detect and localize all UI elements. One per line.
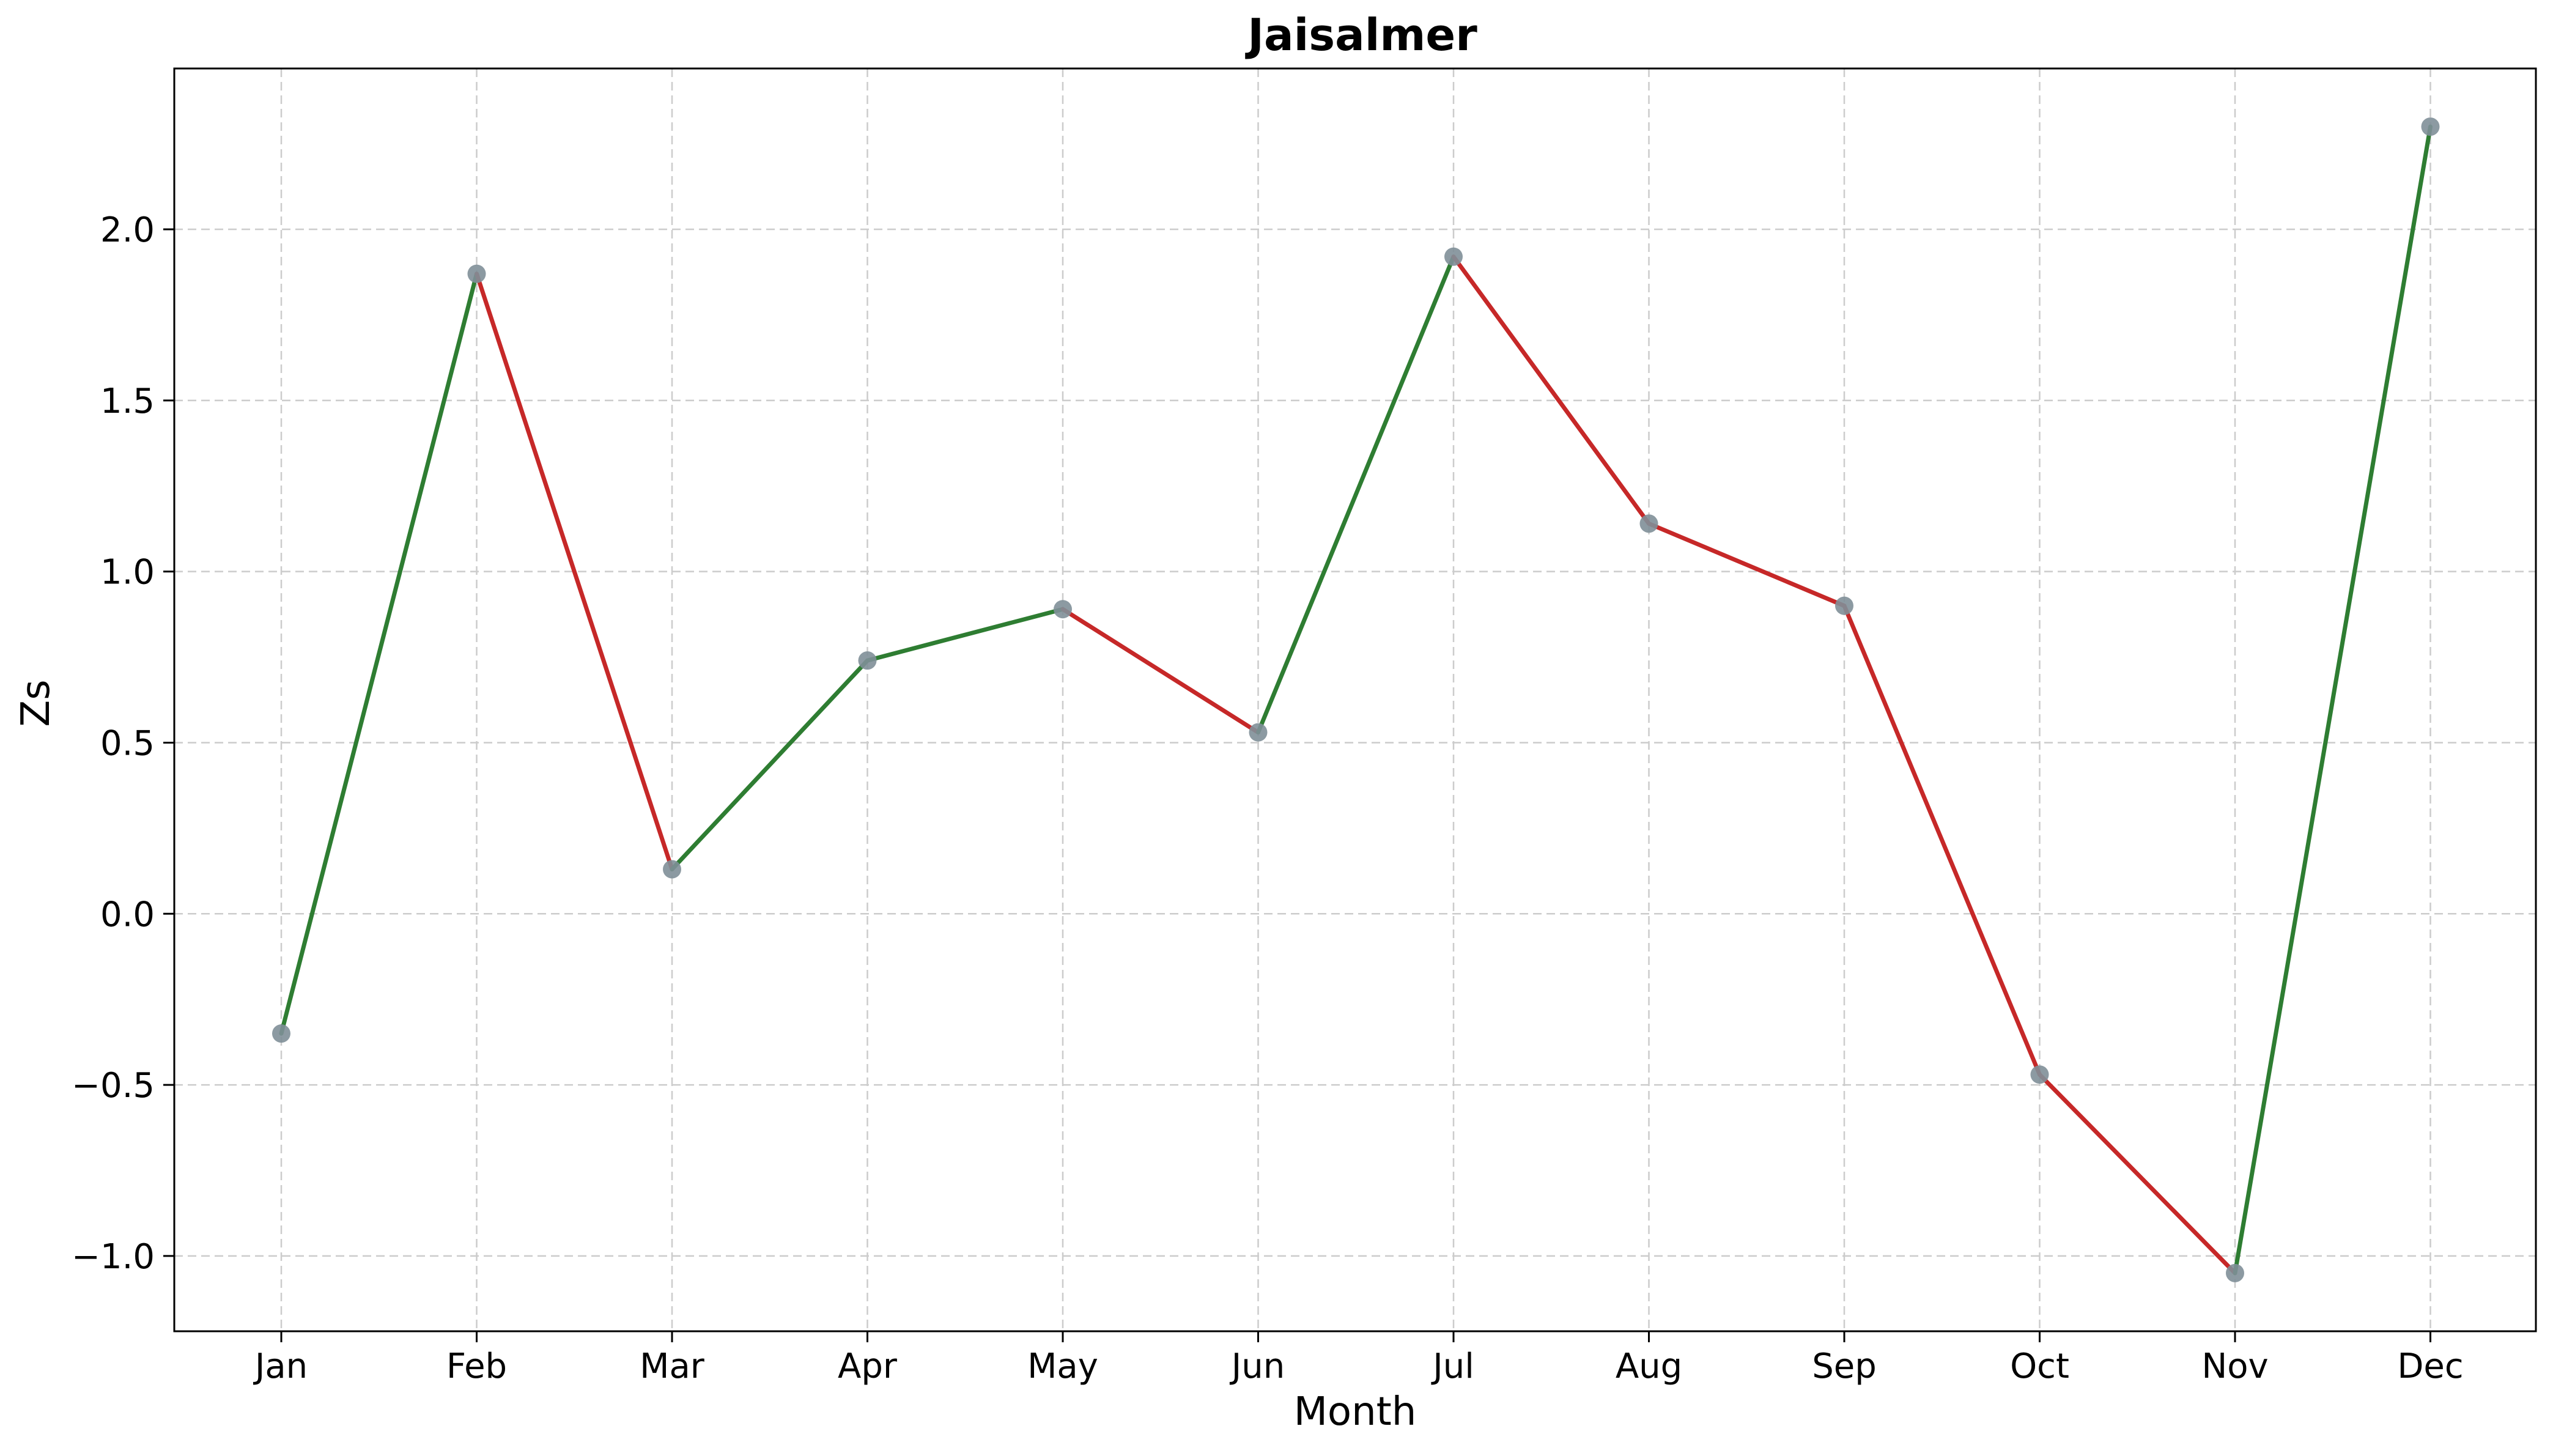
plot-frame: [173, 67, 2537, 1332]
data-point: [467, 264, 486, 283]
series-lines: [279, 124, 2433, 1276]
x-tick-label: Aug: [1616, 1347, 1682, 1386]
x-tick-label: Feb: [446, 1347, 507, 1386]
data-point: [1639, 514, 1658, 533]
x-tick-label: Jan: [253, 1347, 308, 1386]
x-tick-label: Nov: [2201, 1347, 2268, 1386]
decrease-segment: [1060, 607, 1260, 735]
x-axis: Jan Feb Mar Apr May Jun Jul Aug Sep Oct Nov Dec: [253, 1331, 2464, 1386]
decrease-segment: [475, 272, 674, 872]
data-point: [1444, 247, 1463, 266]
y-axis: −1.0 −0.5 0.0 0.5 1.0 1.5 2.0: [72, 210, 174, 1277]
data-point: [663, 860, 681, 879]
increase-segment: [670, 658, 870, 872]
data-point: [272, 1024, 290, 1043]
data-point: [1054, 600, 1072, 619]
data-point: [1249, 723, 1268, 742]
chart-title: Jaisalmer: [1244, 9, 1477, 61]
y-tick-label: 0.0: [100, 895, 155, 934]
decrease-segment: [1842, 604, 2042, 1077]
data-points: [272, 117, 2440, 1282]
x-axis-title: Month: [1294, 1389, 1417, 1435]
y-tick-label: 1.5: [100, 382, 155, 421]
x-tick-label: Dec: [2397, 1347, 2463, 1386]
decrease-segment: [1647, 521, 1847, 608]
data-point: [2030, 1065, 2049, 1084]
grid: [174, 68, 2536, 1331]
data-point: [2226, 1263, 2244, 1282]
data-point: [2421, 117, 2440, 136]
x-tick-label: Jul: [1431, 1347, 1474, 1386]
y-tick-label: 0.5: [100, 723, 155, 763]
data-point: [858, 651, 877, 670]
y-tick-label: −1.0: [72, 1237, 155, 1277]
increase-segment: [2233, 124, 2433, 1276]
decrease-segment: [2038, 1072, 2237, 1276]
data-point: [1835, 596, 1853, 615]
y-axis-title: Zs: [13, 679, 59, 726]
increase-segment: [865, 607, 1065, 663]
increase-segment: [1256, 254, 1456, 735]
x-tick-label: Jun: [1230, 1347, 1285, 1386]
y-tick-label: 2.0: [100, 210, 155, 250]
x-tick-label: Oct: [2010, 1347, 2069, 1386]
decrease-segment: [1451, 254, 1651, 526]
x-tick-label: Apr: [838, 1347, 898, 1386]
increase-segment: [279, 272, 479, 1036]
x-tick-label: May: [1027, 1347, 1098, 1386]
y-tick-label: 1.0: [100, 553, 155, 593]
y-tick-label: −0.5: [72, 1066, 155, 1106]
x-tick-label: Mar: [640, 1347, 705, 1386]
x-tick-label: Sep: [1812, 1347, 1877, 1386]
